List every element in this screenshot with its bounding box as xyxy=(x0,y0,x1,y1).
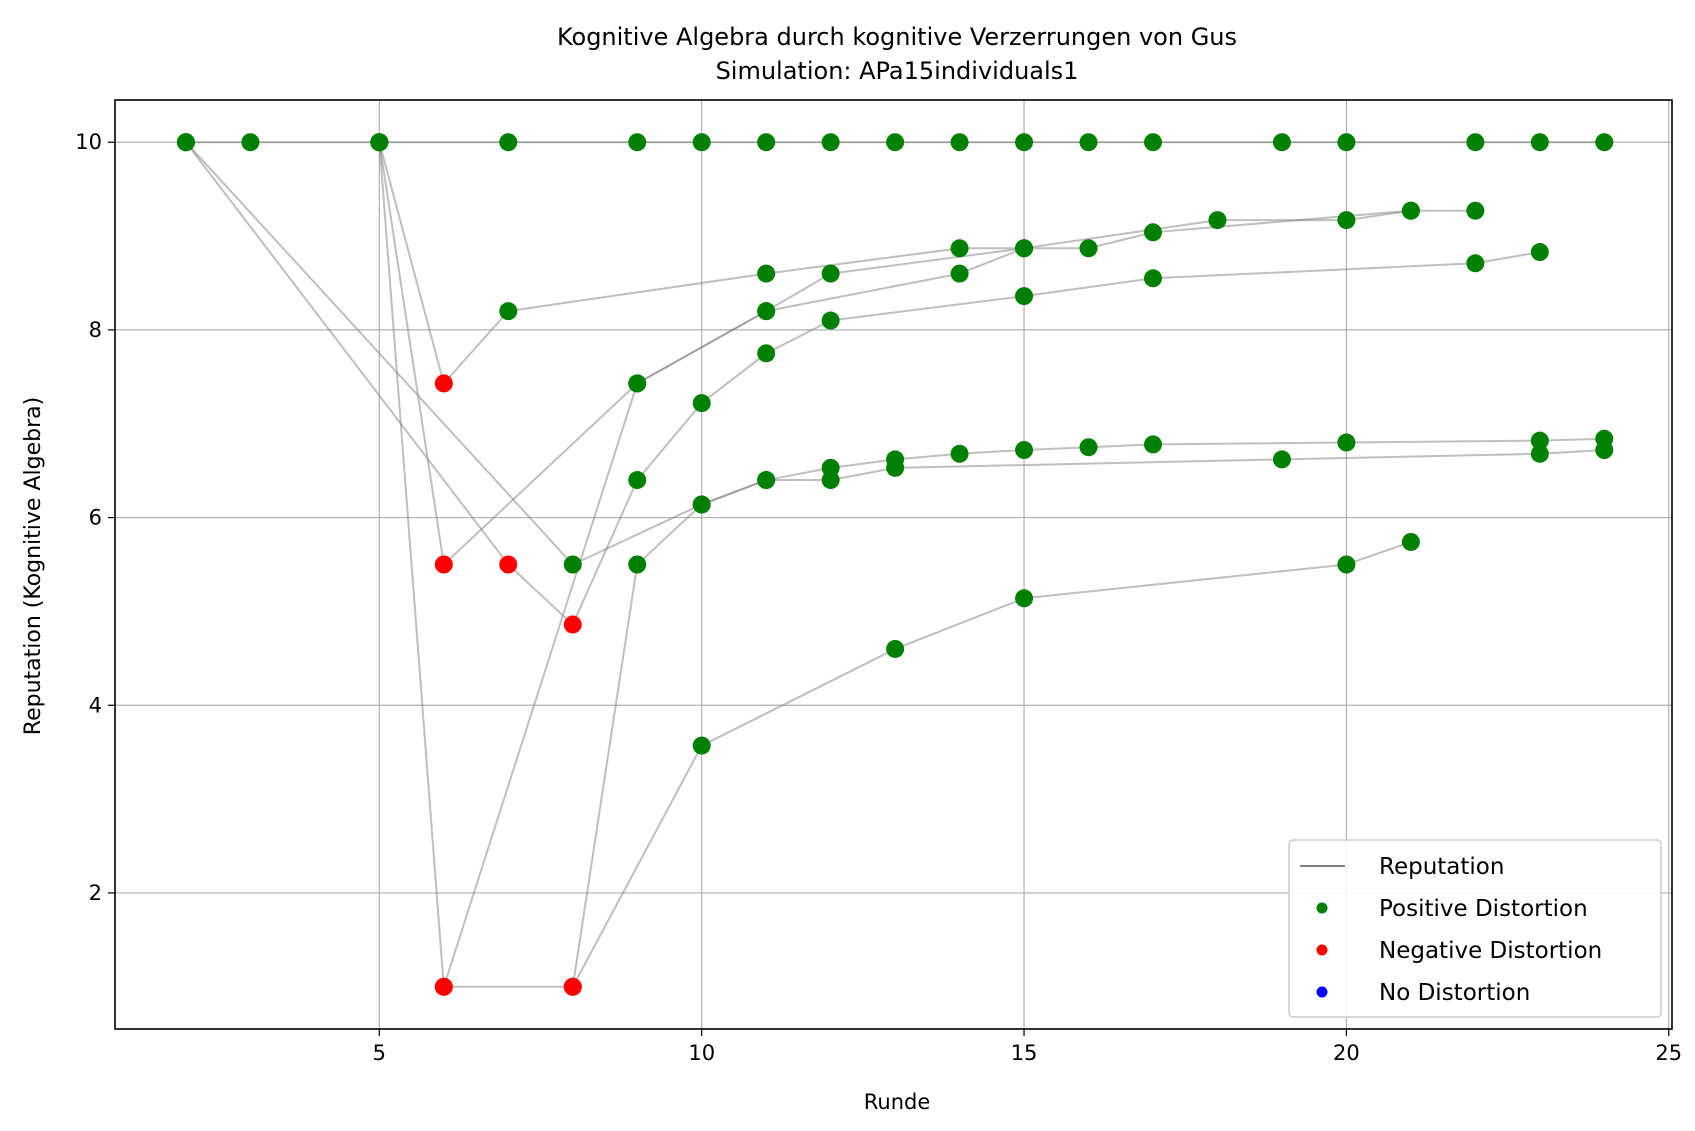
x-axis-label: Runde xyxy=(864,1090,931,1114)
data-point-positive xyxy=(1015,441,1034,460)
data-point-positive xyxy=(1015,133,1034,152)
data-point-positive xyxy=(1595,441,1614,460)
data-point-positive xyxy=(1466,201,1485,220)
data-point-positive xyxy=(1144,223,1162,242)
data-point-positive xyxy=(692,394,711,413)
data-points xyxy=(176,133,1614,996)
data-point-positive xyxy=(1466,254,1485,273)
x-axis-ticks: 5 10 15 20 25 xyxy=(373,1029,1682,1065)
data-point-positive xyxy=(1337,211,1356,230)
data-point-negative xyxy=(434,977,453,996)
x-tick-label: 20 xyxy=(1333,1041,1360,1065)
data-point-positive xyxy=(1272,133,1291,152)
reputation-line-7 xyxy=(443,449,1605,988)
y-tick-label: 10 xyxy=(75,130,102,154)
data-point-positive xyxy=(1401,201,1420,220)
x-tick-label: 10 xyxy=(688,1041,715,1065)
data-point-positive xyxy=(692,495,711,514)
data-point-positive xyxy=(370,133,389,152)
data-point-positive xyxy=(628,471,647,490)
data-point-positive xyxy=(1337,555,1356,574)
data-point-positive xyxy=(821,311,840,330)
data-point-positive xyxy=(499,302,518,321)
data-point-positive xyxy=(1144,133,1162,152)
data-point-positive xyxy=(563,555,582,574)
data-point-positive xyxy=(628,133,647,152)
data-point-positive xyxy=(757,471,776,490)
legend-label: Reputation xyxy=(1379,854,1504,880)
data-point-positive xyxy=(1079,239,1098,258)
legend-marker-swatch xyxy=(1316,902,1328,914)
data-point-positive xyxy=(1015,589,1034,608)
data-point-positive xyxy=(1530,243,1549,262)
data-point-negative xyxy=(563,615,582,634)
data-point-positive xyxy=(1144,269,1162,288)
data-point-positive xyxy=(757,264,776,283)
x-tick-label: 5 xyxy=(373,1041,386,1065)
data-point-positive xyxy=(1337,133,1356,152)
data-point-positive xyxy=(1466,133,1485,152)
data-point-positive xyxy=(1272,450,1291,469)
data-point-positive xyxy=(1530,431,1549,450)
legend-label: No Distortion xyxy=(1379,980,1530,1006)
plot-area-frame xyxy=(114,99,1673,1030)
data-point-positive xyxy=(1079,133,1098,152)
data-point-positive xyxy=(821,471,840,490)
data-point-positive xyxy=(1530,444,1549,463)
data-point-positive xyxy=(1144,435,1162,454)
y-tick-label: 6 xyxy=(89,506,102,530)
data-point-positive xyxy=(692,133,711,152)
data-point-positive xyxy=(886,639,905,658)
data-point-positive xyxy=(1079,438,1098,457)
data-point-positive xyxy=(692,736,711,755)
data-point-positive xyxy=(950,239,969,258)
data-point-negative xyxy=(434,555,453,574)
data-point-positive xyxy=(628,555,647,574)
data-point-negative xyxy=(434,374,453,393)
y-tick-label: 4 xyxy=(89,693,102,717)
data-point-positive xyxy=(757,302,776,321)
reputation-line-6 xyxy=(378,142,1025,988)
data-point-positive xyxy=(499,133,518,152)
data-point-positive xyxy=(1530,133,1549,152)
chart-title: Kognitive Algebra durch kognitive Verzer… xyxy=(557,23,1237,51)
y-tick-label: 2 xyxy=(89,881,102,905)
data-point-positive xyxy=(950,133,969,152)
data-point-positive xyxy=(757,133,776,152)
data-point-positive xyxy=(1208,211,1227,230)
data-point-positive xyxy=(821,133,840,152)
legend: Reputation Positive Distortion Negative Di… xyxy=(1288,839,1662,1018)
y-axis-label: Reputation (Kognitive Algebra) xyxy=(21,397,46,735)
data-point-positive xyxy=(950,444,969,463)
data-point-positive xyxy=(1015,239,1034,258)
data-point-positive xyxy=(757,344,776,363)
data-point-negative xyxy=(499,555,518,574)
legend-marker-swatch xyxy=(1316,944,1328,956)
data-point-positive xyxy=(821,264,840,283)
x-tick-label: 25 xyxy=(1655,1041,1682,1065)
chart-subtitle: Simulation: APa15individuals1 xyxy=(716,57,1079,85)
legend-marker-swatch xyxy=(1316,986,1328,998)
data-point-positive xyxy=(241,133,260,152)
data-point-positive xyxy=(176,133,195,152)
data-point-positive xyxy=(1015,287,1034,306)
data-point-positive xyxy=(886,458,905,477)
legend-box xyxy=(1288,839,1662,1018)
data-point-positive xyxy=(1337,433,1356,452)
data-point-positive xyxy=(628,374,647,393)
x-tick-label: 15 xyxy=(1011,1041,1038,1065)
legend-label: Negative Distortion xyxy=(1379,938,1602,964)
data-point-negative xyxy=(563,977,582,996)
data-point-positive xyxy=(950,264,969,283)
data-point-positive xyxy=(1595,133,1614,152)
legend-label: Positive Distortion xyxy=(1379,896,1588,922)
data-point-positive xyxy=(1401,532,1420,551)
y-axis-ticks: 2 4 6 8 10 xyxy=(75,130,115,905)
reputation-line-8 xyxy=(571,541,1412,988)
y-tick-label: 8 xyxy=(89,318,102,342)
data-point-positive xyxy=(886,133,905,152)
